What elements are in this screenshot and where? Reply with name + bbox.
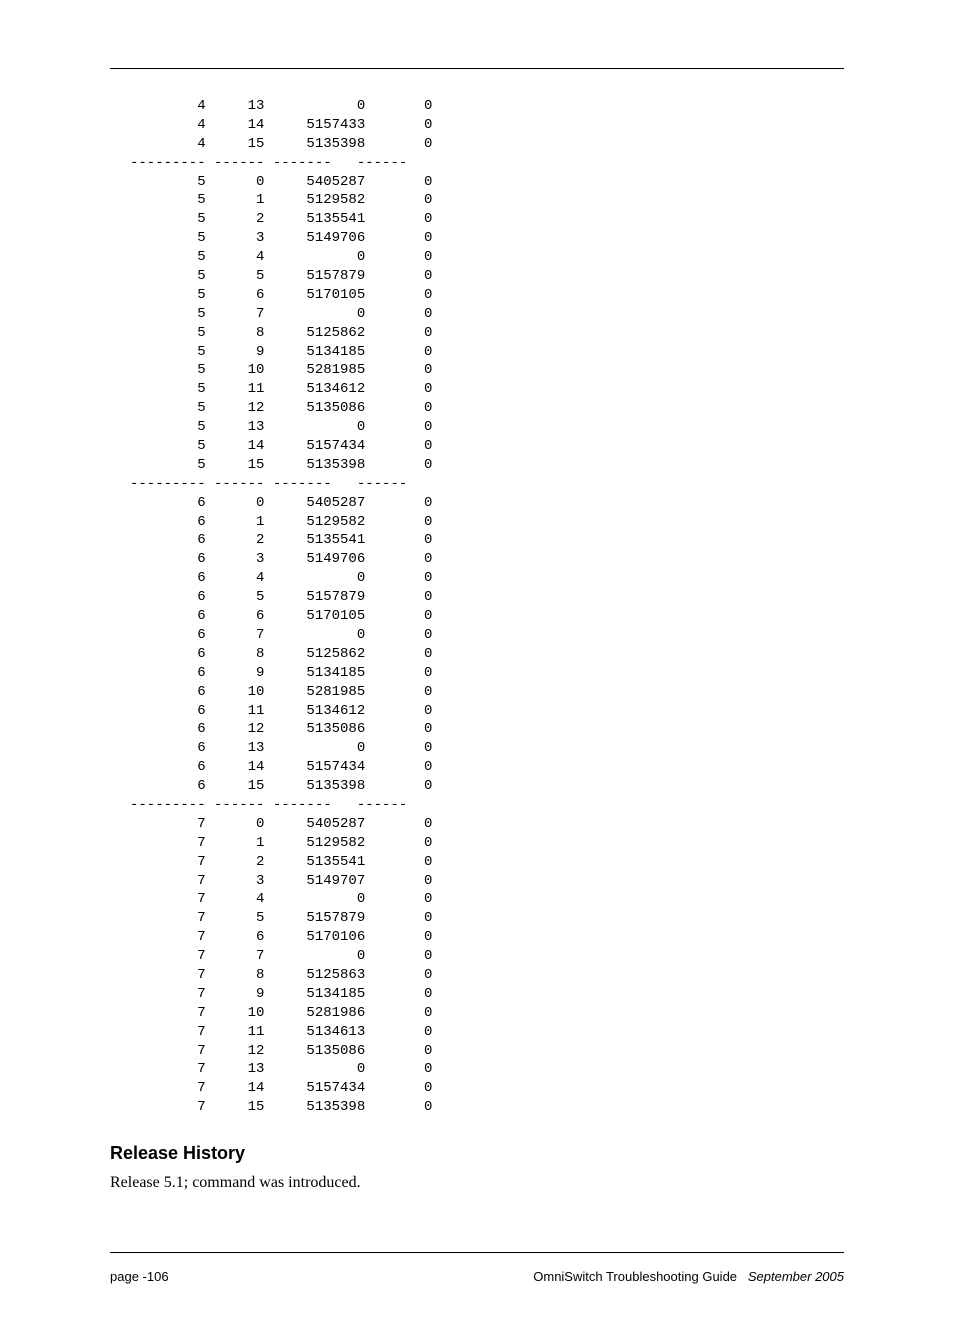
footer-date: September 2005 — [748, 1269, 844, 1284]
footer-rule — [110, 1252, 844, 1253]
footer-guide-title: OmniSwitch Troubleshooting Guide — [533, 1269, 737, 1284]
footer-page-number: page -106 — [110, 1269, 169, 1284]
body-text: Release 5.1; command was introduced. — [110, 1174, 844, 1192]
page-footer: page -106 OmniSwitch Troubleshooting Gui… — [110, 1261, 844, 1324]
header-rule — [110, 68, 844, 69]
data-table: 4 13 0 0 4 14 5157433 0 4 15 5135398 0 -… — [130, 97, 844, 1117]
document-page: 4 13 0 0 4 14 5157433 0 4 15 5135398 0 -… — [0, 68, 954, 1324]
section-heading: Release History — [110, 1143, 844, 1164]
footer-title: OmniSwitch Troubleshooting Guide Septemb… — [533, 1269, 844, 1284]
